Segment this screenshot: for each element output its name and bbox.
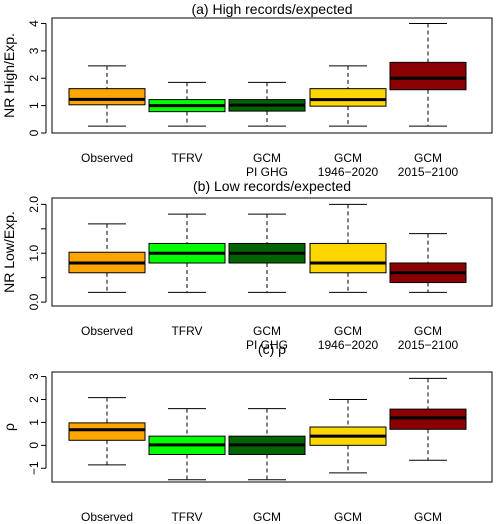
y-tick-label: −1	[27, 461, 41, 475]
box-3	[228, 408, 306, 481]
category-label: GCM	[253, 510, 281, 524]
category-label-line2: PI GHG	[246, 338, 288, 352]
y-tick-label: 0.0	[27, 293, 41, 310]
box-1	[68, 223, 146, 293]
plot-frame	[51, 371, 493, 483]
y-tick-label: 1	[27, 419, 41, 426]
box-5	[389, 377, 467, 461]
panel-2: (b) Low records/expected 0.0 1.0 2.0 NR Low/…	[1, 178, 493, 352]
panel-title: (b) Low records/expected	[193, 178, 351, 194]
box-3	[228, 81, 306, 127]
box-body	[389, 61, 467, 91]
category-label: GCM	[414, 510, 442, 524]
y-axis-label: ρ	[1, 423, 17, 431]
panel-title: (c) ρ	[258, 341, 286, 357]
category-label: GCM	[334, 510, 362, 524]
y-tick-label: 2	[27, 75, 41, 82]
y-tick-label: 0	[27, 129, 41, 136]
category-label: GCM	[253, 151, 281, 165]
box-body	[309, 242, 387, 274]
y-tick-label: 1	[27, 102, 41, 109]
box-2	[148, 81, 226, 127]
box-5	[389, 22, 467, 127]
y-tick-label: 0	[27, 442, 41, 449]
category-label: TFRV	[171, 324, 202, 338]
y-tick-label: 1.0	[27, 245, 41, 262]
category-label-line2: 1946−2020	[318, 165, 379, 179]
box-body	[68, 422, 146, 441]
y-tick-label: 2.0	[27, 196, 41, 213]
box-4	[309, 65, 387, 127]
category-label: GCM	[253, 324, 281, 338]
category-label: Observed	[81, 510, 133, 524]
panel-3: (c) ρ −1 0 1 2 3 ρ Observed TFRV GCM PI GHG GCM 1946…	[1, 341, 493, 524]
box-body	[68, 88, 146, 106]
category-label: GCM	[414, 324, 442, 338]
plot-frame	[51, 197, 493, 307]
panel-title: (a) High records/expected	[191, 1, 352, 17]
box-2	[148, 408, 226, 481]
category-label: Observed	[81, 324, 133, 338]
box-3	[228, 213, 306, 293]
category-label: GCM	[334, 151, 362, 165]
y-axis-label: NR Low/Exp.	[1, 211, 17, 293]
box-2	[148, 213, 226, 293]
box-4	[309, 399, 387, 474]
box-5	[389, 233, 467, 293]
y-axis-label: NR High/Exp.	[1, 33, 17, 118]
category-label: TFRV	[171, 510, 202, 524]
category-label-line2: 1946−2020	[318, 338, 379, 352]
box-body	[309, 88, 387, 107]
y-tick-label: 2	[27, 396, 41, 403]
category-label: TFRV	[171, 151, 202, 165]
category-label: Observed	[81, 151, 133, 165]
box-4	[309, 203, 387, 293]
plot-frame	[51, 17, 493, 134]
category-label-line2: 2015−2100	[398, 165, 459, 179]
y-tick-label: 4	[27, 20, 41, 27]
category-label-line2: PI GHG	[246, 165, 288, 179]
panel-1: (a) High records/expected 0 1 2 3 4 NR High/Ex…	[1, 1, 493, 179]
category-label: GCM	[414, 151, 442, 165]
y-tick-label: 3	[27, 47, 41, 54]
box-1	[68, 65, 146, 127]
category-label-line2: 2015−2100	[398, 338, 459, 352]
category-label: GCM	[334, 324, 362, 338]
y-tick-label: 3	[27, 373, 41, 380]
box-1	[68, 397, 146, 466]
